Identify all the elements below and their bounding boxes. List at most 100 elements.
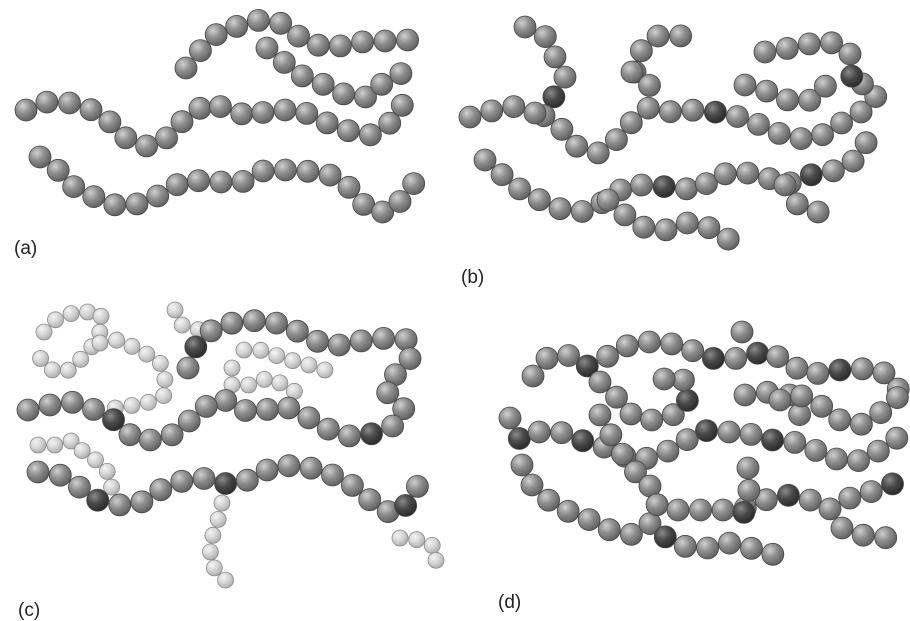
graft-monomer-bead <box>300 356 318 374</box>
monomer-bead <box>155 126 179 150</box>
monomer-bead <box>730 320 754 344</box>
monomer-bead <box>637 330 661 354</box>
monomer-bead <box>26 460 50 484</box>
monomer-bead <box>177 409 201 433</box>
monomer-bead <box>556 499 580 523</box>
monomer-bead <box>716 227 740 251</box>
monomer-bead <box>761 542 785 566</box>
monomer-bead <box>689 498 712 522</box>
monomer-bead <box>654 218 678 242</box>
monomer-bead <box>79 98 103 122</box>
monomer-bead <box>785 356 809 380</box>
graft-monomer-bead <box>166 301 184 319</box>
monomer-bead <box>811 123 834 147</box>
monomer-bead <box>859 480 883 504</box>
branch-point-bead <box>571 429 595 453</box>
monomer-bead <box>251 101 275 124</box>
monomer-bead <box>48 463 72 487</box>
branch-point-bead <box>542 85 566 109</box>
monomer-bead <box>372 326 396 350</box>
branch-point-bead <box>799 163 823 187</box>
monomer-bead <box>739 422 763 446</box>
monomer-bead <box>510 453 534 477</box>
monomer-bead <box>669 24 693 48</box>
monomer-bead <box>390 93 414 117</box>
monomer-bead <box>736 161 760 185</box>
monomer-bead <box>328 34 352 58</box>
branch-point-bead <box>394 494 418 517</box>
panel-label-b: (b) <box>461 267 485 288</box>
graft-monomer-bead <box>73 442 91 460</box>
monomer-bead <box>695 172 718 196</box>
monomer-bead <box>557 344 580 367</box>
monomer-bead <box>528 188 551 212</box>
monomer-bead <box>381 414 405 438</box>
monomer-bead <box>766 345 790 369</box>
monomer-bead <box>537 488 560 512</box>
graft-monomer-bead <box>91 334 109 352</box>
monomer-bead <box>473 148 497 172</box>
monomer-bead <box>273 158 297 182</box>
graft-monomer-bead <box>35 323 53 341</box>
monomer-bead <box>886 386 909 410</box>
monomer-bead <box>130 490 154 514</box>
monomer-bead <box>103 193 127 217</box>
monomer-bead <box>737 478 761 502</box>
monomer-bead <box>373 29 397 53</box>
monomer-bead <box>265 311 288 335</box>
monomer-bead <box>553 65 577 89</box>
monomer-bead <box>358 123 382 147</box>
monomer-bead <box>797 32 821 56</box>
monomer-bead <box>204 23 228 46</box>
monomer-bead <box>632 215 656 239</box>
monomer-bead <box>851 523 875 547</box>
monomer-bead <box>869 401 893 425</box>
panel-label-c: (c) <box>18 600 41 621</box>
monomer-bead <box>681 98 705 122</box>
monomer-bead <box>620 60 644 84</box>
monomer-bead <box>340 473 364 497</box>
monomer-bead <box>199 319 223 343</box>
branch-point-bead <box>702 346 725 370</box>
graft-monomer-bead <box>98 462 116 480</box>
monomer-bead <box>354 85 377 109</box>
monomer-bead <box>28 145 52 169</box>
monomer-bead <box>535 346 559 370</box>
monomer-bead <box>255 458 279 482</box>
monomer-bead <box>605 385 628 409</box>
monomer-bead <box>565 134 589 158</box>
panel-a-linear-chains <box>14 8 426 224</box>
monomer-bead <box>125 192 149 216</box>
monomer-bead <box>804 438 828 462</box>
monomer-bead <box>773 173 797 197</box>
monomer-bead <box>847 449 870 473</box>
monomer-bead <box>619 402 643 426</box>
monomer-bead <box>673 534 697 558</box>
monomer-bead <box>306 33 330 57</box>
monomer-bead <box>785 192 809 216</box>
monomer-bead <box>251 159 275 183</box>
monomer-bead <box>830 111 853 135</box>
graft-monomer-bead <box>255 370 273 388</box>
graft-monomer-bead <box>87 451 104 469</box>
monomer-bead <box>299 456 323 480</box>
branch-point-bead <box>214 472 238 495</box>
monomer-bead <box>697 216 721 240</box>
monomer-bead <box>872 361 896 385</box>
monomer-bead <box>508 177 531 201</box>
monomer-bead <box>646 24 670 48</box>
graft-monomer-bead <box>252 341 270 359</box>
monomer-bead <box>378 111 402 135</box>
monomer-bead <box>885 426 909 450</box>
branch-point-bead <box>840 64 864 88</box>
monomer-bead <box>255 397 279 421</box>
monomer-bead <box>135 134 159 158</box>
monomer-bead <box>838 486 862 510</box>
monomer-bead <box>588 370 612 394</box>
monomer-bead <box>68 475 91 499</box>
branch-point-bead <box>746 341 769 365</box>
monomer-bead <box>630 173 653 197</box>
monomer-bead <box>165 173 189 197</box>
graft-monomer-bead <box>123 397 141 414</box>
graft-monomer-bead <box>62 432 80 450</box>
